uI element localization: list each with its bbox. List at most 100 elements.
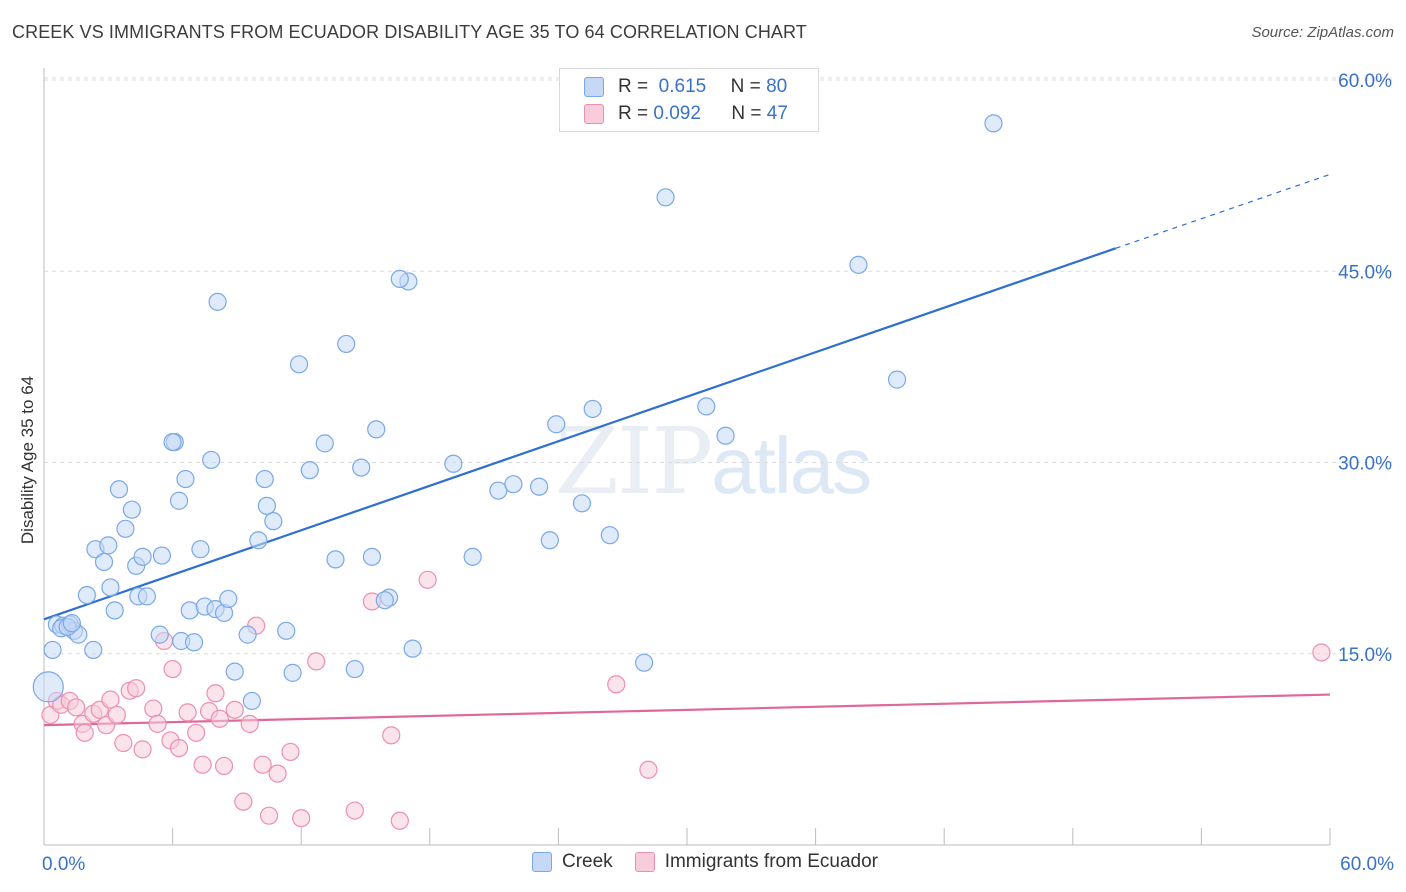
bottom-legend-swatch-creek: [532, 852, 552, 872]
ecuador-point: [1312, 643, 1331, 662]
creek-point: [326, 550, 345, 569]
bottom-legend-swatch-ecuador: [634, 852, 655, 872]
creek-point: [101, 578, 120, 597]
legend-n-value-ecuador: 47: [766, 103, 788, 124]
legend-swatch-creek: [584, 77, 604, 97]
creek-point: [109, 480, 129, 499]
creek-point: [219, 589, 238, 609]
creek-point: [300, 461, 319, 480]
legend-row-creek: R = 0.615 N = 80: [584, 75, 787, 99]
creek-point: [43, 640, 62, 660]
ecuador-point: [67, 698, 86, 717]
creek-point: [489, 481, 508, 500]
bottom-legend-label-ecuador: Immigrants from Ecuador: [664, 851, 878, 872]
creek-point: [315, 434, 334, 453]
creek-point: [257, 496, 277, 515]
creek-point: [697, 397, 716, 416]
axes: [43, 68, 1331, 846]
legend-r-label: R =: [618, 103, 649, 124]
creek-point: [242, 691, 262, 711]
ecuador-point: [240, 714, 259, 733]
creek-point: [572, 494, 592, 513]
legend-row-ecuador: R = 0.092 N = 47: [584, 102, 788, 126]
chart-title: CREEK VS IMMIGRANTS FROM ECUADOR DISABIL…: [12, 22, 807, 42]
creek-point: [84, 640, 103, 660]
ecuador-point: [607, 675, 626, 694]
ecuador-point: [214, 756, 234, 776]
creek-point: [191, 540, 210, 559]
creek-point: [289, 355, 309, 374]
y-tick-label: 45.0%: [1338, 262, 1392, 283]
legend: R = 0.615 N = 80 R = 0.092 N = 47: [559, 68, 819, 132]
creek-trend-line: [43, 247, 1117, 621]
y-axis-label: Disability Age 35 to 64: [18, 375, 37, 545]
ecuador-point: [169, 738, 189, 758]
creek-point: [225, 662, 244, 681]
creek-point: [849, 255, 868, 274]
creek-point: [116, 519, 135, 538]
ecuador-point: [259, 806, 279, 825]
creek-point: [249, 531, 268, 550]
bottom-legend-label-creek: Creek: [562, 851, 613, 872]
ecuador-point: [639, 760, 658, 779]
ecuador-trend-line: [43, 693, 1331, 727]
creek-point: [122, 500, 141, 519]
grid-lines: [44, 77, 1392, 655]
creek-point: [540, 531, 559, 550]
ecuador-point: [178, 703, 197, 722]
creek-point: [152, 546, 171, 565]
creek-point: [133, 547, 152, 566]
creek-point: [32, 671, 64, 703]
ecuador-point: [382, 726, 401, 745]
creek-point: [444, 454, 463, 473]
creek-point: [137, 587, 156, 606]
ecuador-point: [281, 742, 300, 762]
creek-point: [208, 292, 227, 311]
ecuador-point: [225, 700, 244, 719]
ecuador-point: [307, 652, 326, 671]
creek-trend-extension: [1115, 173, 1331, 249]
ecuador-point: [187, 723, 206, 742]
creek-point: [337, 334, 356, 354]
ecuador-point: [234, 792, 253, 811]
legend-swatch-ecuador: [584, 104, 604, 124]
legend-r-value-creek: 0.615: [658, 76, 707, 97]
x-tick-label-end: 60.0%: [1340, 854, 1394, 875]
ecuador-point: [133, 740, 152, 759]
creek-point: [105, 601, 124, 620]
tick-labels: 15.0% 30.0% 45.0% 60.0% 0.0% 60.0%: [42, 71, 1394, 875]
bottom-legend-creek: Creek: [532, 851, 613, 873]
legend-n-label: N =: [730, 76, 761, 97]
creek-point: [463, 547, 482, 566]
ecuador-point: [253, 755, 272, 774]
ecuador-point: [210, 709, 229, 728]
creek-point: [656, 188, 675, 207]
creek-point: [283, 663, 302, 682]
ecuador-point: [268, 764, 287, 783]
watermark-atlas: atlas: [711, 421, 872, 510]
creek-point: [887, 370, 907, 389]
creek-point: [367, 420, 386, 439]
creek-point: [504, 475, 523, 494]
ecuador-point: [390, 811, 409, 830]
creek-point: [77, 585, 96, 605]
legend-r-label: R =: [618, 76, 649, 97]
legend-n-label: N =: [731, 103, 762, 124]
ecuador-point: [148, 714, 167, 733]
creek-point: [583, 399, 602, 419]
creek-point: [362, 547, 382, 566]
ecuador-point: [292, 809, 311, 828]
creek-point: [390, 269, 409, 288]
creek-point: [352, 458, 371, 477]
creek-point: [635, 653, 654, 672]
creek-point: [163, 433, 182, 452]
creek-point: [176, 469, 195, 489]
ecuador-point: [418, 570, 437, 589]
ecuador-point: [107, 705, 126, 725]
creek-point: [150, 625, 169, 644]
ecuador-point: [345, 801, 364, 820]
creek-point: [238, 625, 257, 644]
creek-point: [180, 601, 199, 620]
creek-point: [403, 639, 422, 658]
ecuador-point: [206, 684, 225, 703]
